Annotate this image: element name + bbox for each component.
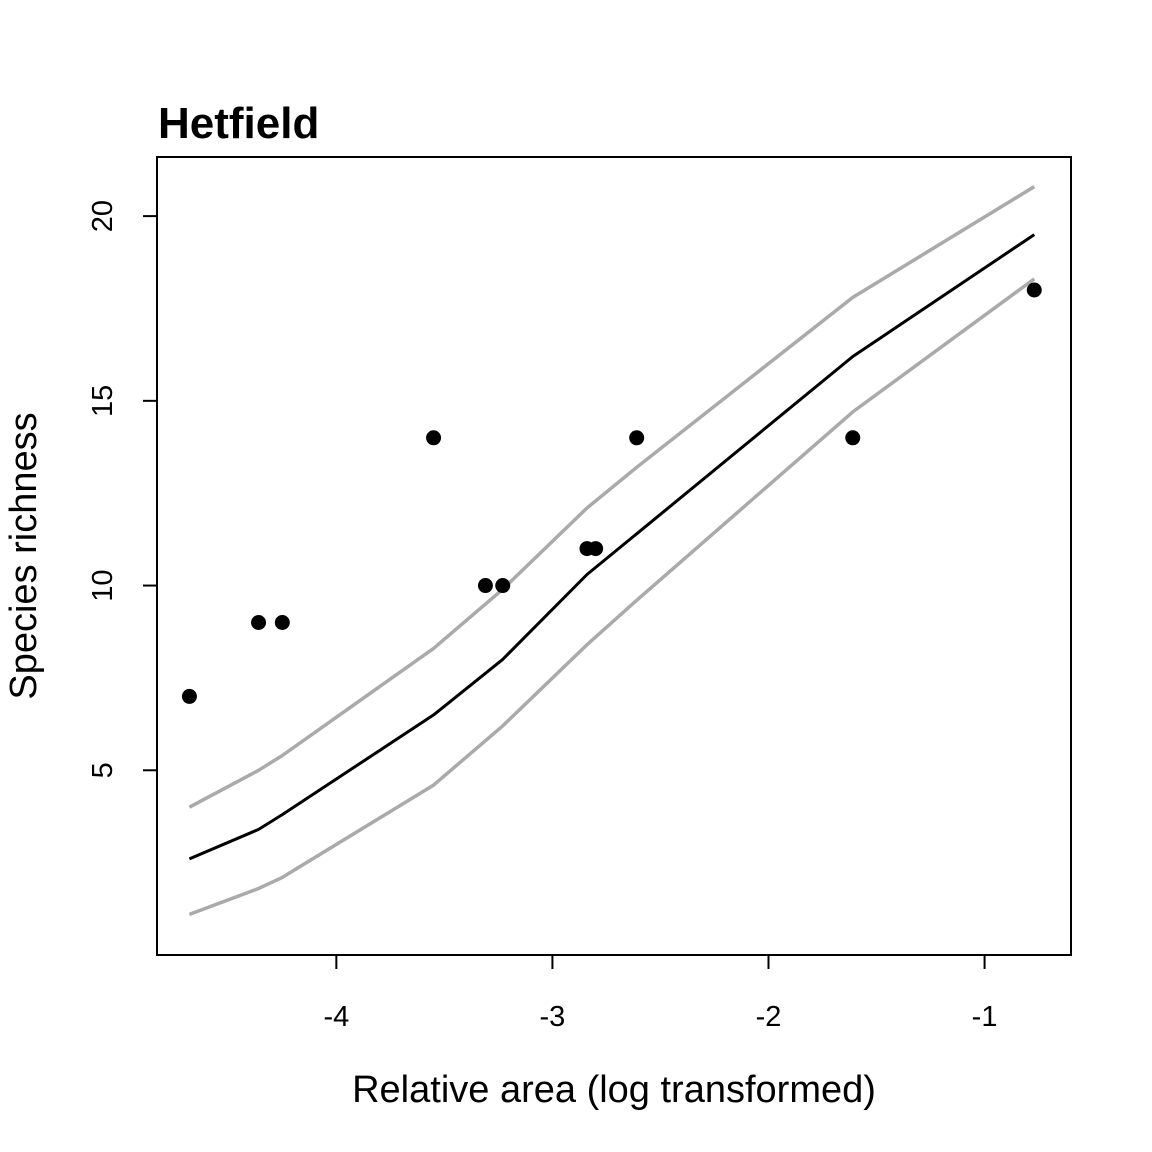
series-layer [181,185,1042,917]
data-point [426,430,442,446]
x-tick-label: -1 [972,1001,998,1033]
data-point [274,615,290,630]
data-point [477,578,493,594]
y-tick-label: 5 [87,762,119,778]
chart-title: Hetfield [158,99,319,148]
fit-line [188,233,1036,861]
x-axis: -4 -3 -2 -1 [323,954,998,1033]
y-axis-label: Species richness [3,412,45,699]
x-axis-label: Relative area (log transformed) [352,1069,876,1111]
lower-band-line [188,277,1036,917]
y-tick-label: 15 [87,385,119,417]
x-tick-label: -3 [540,1001,566,1033]
data-point [588,541,604,557]
data-point [1026,282,1042,298]
y-tick-label: 20 [87,200,119,232]
y-axis: 5 10 15 20 [87,200,158,778]
y-tick-label: 10 [87,569,119,601]
data-point [845,430,861,446]
data-point [251,615,267,630]
upper-band-line [188,185,1036,809]
x-tick-label: -2 [756,1001,782,1033]
x-tick-label: -4 [323,1001,349,1033]
data-point [181,688,197,704]
data-point [495,578,511,594]
plot-frame [156,156,1072,956]
data-point [629,430,645,446]
